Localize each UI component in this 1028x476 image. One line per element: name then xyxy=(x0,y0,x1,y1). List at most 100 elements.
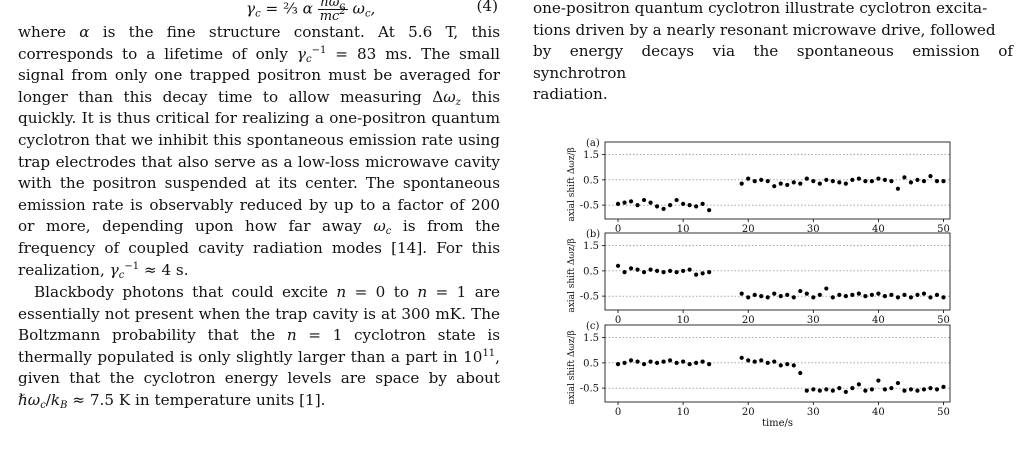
x-tick-label: 50 xyxy=(937,407,950,418)
data-point xyxy=(765,295,770,300)
data-point xyxy=(648,359,653,364)
data-point xyxy=(811,387,816,392)
data-point xyxy=(667,203,673,208)
data-point xyxy=(863,294,868,299)
data-point xyxy=(824,286,829,291)
data-point xyxy=(882,177,888,182)
data-point xyxy=(915,177,920,182)
data-point xyxy=(895,186,901,191)
data-point xyxy=(694,360,699,365)
x-tick-label: 50 xyxy=(937,315,950,326)
data-point xyxy=(635,267,640,272)
data-point xyxy=(628,358,634,363)
y-axis-label: axial shift Δωz/β xyxy=(567,238,577,312)
data-point xyxy=(856,176,861,181)
data-point xyxy=(772,359,777,364)
data-point xyxy=(869,179,874,184)
data-point xyxy=(648,267,653,272)
figure-svg: 1.5 0.5 -0.5 0 10 20 30 40 50 (a) axial shift Δωz/… xyxy=(567,138,951,429)
equation-number: (4) xyxy=(476,0,498,15)
data-point xyxy=(811,295,816,300)
data-point xyxy=(648,200,653,205)
data-point xyxy=(739,355,744,360)
data-point xyxy=(817,292,822,297)
x-tick-label: 50 xyxy=(937,224,950,235)
data-point xyxy=(824,387,829,392)
data-point xyxy=(687,362,692,367)
data-point xyxy=(687,267,692,272)
y-tick-label: 1.5 xyxy=(583,333,599,344)
data-point xyxy=(752,359,757,364)
data-point xyxy=(843,181,848,186)
data-point xyxy=(791,295,796,300)
x-tick-label: 0 xyxy=(615,224,621,235)
data-point xyxy=(876,291,881,296)
y-tick-label: 0.5 xyxy=(583,175,599,186)
data-point xyxy=(837,386,842,391)
data-point xyxy=(934,179,940,184)
data-point xyxy=(850,177,855,182)
x-tick-label: 10 xyxy=(677,407,690,418)
data-point xyxy=(830,388,835,393)
x-tick-label: 30 xyxy=(807,224,820,235)
data-point xyxy=(850,292,855,297)
data-point xyxy=(785,362,790,367)
x-tick-label: 20 xyxy=(742,407,755,418)
data-point xyxy=(746,358,751,363)
data-point xyxy=(928,295,933,300)
data-point xyxy=(811,179,816,184)
data-point xyxy=(934,387,940,392)
data-point xyxy=(615,201,621,206)
data-point xyxy=(934,292,940,297)
data-point xyxy=(804,291,809,296)
x-tick-label: 40 xyxy=(872,224,885,235)
data-point xyxy=(739,291,744,296)
data-point xyxy=(752,179,757,184)
data-point xyxy=(635,359,640,364)
data-point xyxy=(863,179,868,184)
data-point xyxy=(843,389,848,395)
data-point xyxy=(746,295,751,300)
data-point xyxy=(928,386,933,391)
data-point xyxy=(921,387,927,392)
data-point xyxy=(654,268,660,273)
data-point xyxy=(654,204,660,209)
data-point xyxy=(772,291,777,296)
data-point xyxy=(739,181,744,186)
panel-label: (b) xyxy=(586,229,600,240)
data-point xyxy=(876,378,881,383)
data-point xyxy=(622,270,627,275)
x-tick-label: 30 xyxy=(807,315,820,326)
x-tick-label: 10 xyxy=(677,224,690,235)
caption-line-4: radiation. xyxy=(533,85,608,104)
data-point xyxy=(908,180,914,185)
data-point xyxy=(778,294,783,299)
data-point xyxy=(798,288,803,294)
data-point xyxy=(889,386,894,391)
data-point xyxy=(641,197,647,203)
y-axis-label: axial shift Δωz/β xyxy=(567,330,577,404)
data-point xyxy=(882,387,888,392)
y-tick-label: 1.5 xyxy=(583,241,599,252)
data-point xyxy=(830,295,835,300)
data-point xyxy=(759,294,764,299)
data-point xyxy=(843,294,848,299)
data-point xyxy=(635,203,640,208)
data-point xyxy=(667,268,673,273)
data-point xyxy=(915,388,920,393)
data-point xyxy=(889,292,894,297)
data-point xyxy=(667,358,673,363)
data-point xyxy=(895,380,901,386)
data-point xyxy=(641,270,647,275)
data-point xyxy=(641,362,647,367)
figure-axial-shift: 1.5 0.5 -0.5 0 10 20 30 40 50 (a) axial shift Δωz/… xyxy=(562,136,953,472)
x-tick-label: 40 xyxy=(872,407,885,418)
data-point xyxy=(622,360,627,365)
caption-line-2: tions driven by a nearly resonant microw… xyxy=(533,20,996,39)
data-point xyxy=(941,384,946,389)
data-point xyxy=(674,197,679,203)
data-point xyxy=(791,363,796,368)
data-point xyxy=(902,292,907,297)
data-point xyxy=(876,176,881,181)
data-point xyxy=(785,292,790,297)
